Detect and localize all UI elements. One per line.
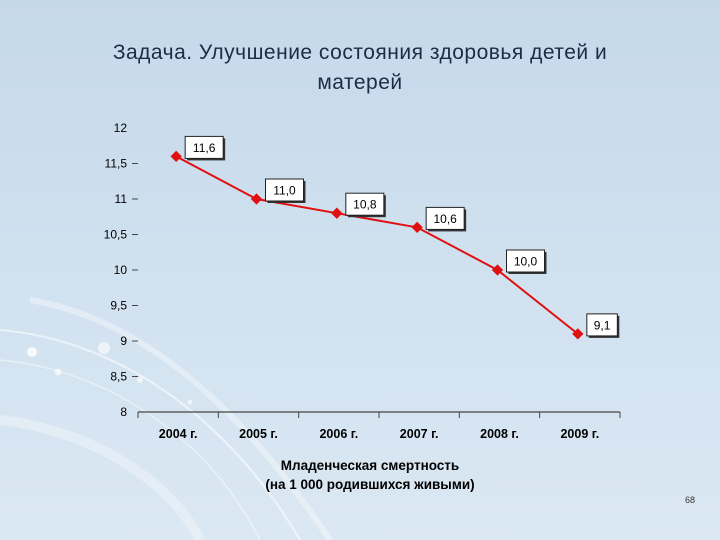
series-line	[175, 155, 579, 335]
data-point	[572, 328, 584, 340]
data-label-box	[345, 192, 385, 216]
x-axis: 2004 г. 2005 г. 2006 г. 2007 г. 2008 г. 2009 …	[137, 411, 621, 441]
data-point	[170, 150, 182, 163]
data-label: 10,0	[514, 255, 538, 269]
x-tick-label: 2009 г.	[560, 427, 599, 441]
page-number: 68	[684, 495, 695, 505]
data-label: 11,6	[193, 141, 216, 155]
data-point	[250, 193, 263, 205]
data-label: 9,1	[594, 318, 611, 332]
slide-title-line2: матерей	[317, 71, 403, 94]
slide-title: Задача. Улучшение состояния здоровья дет…	[60, 38, 660, 98]
x-axis-title: Младенческая смертность (на 1 000 родивш…	[200, 456, 540, 494]
y-tick-label: 8,5	[110, 370, 127, 384]
data-label: 11,0	[273, 184, 296, 198]
data-label: 10,8	[353, 198, 377, 212]
y-tick-label: 12	[114, 121, 128, 135]
data-point	[331, 207, 343, 219]
data-labels: 11,6 11,0 10,8 10,6 10,0 9,1	[184, 135, 620, 338]
data-label-box	[265, 178, 304, 202]
x-axis-title-line1: Младенческая смертность	[280, 458, 460, 473]
data-label-box	[586, 313, 618, 337]
data-label-box	[506, 249, 545, 273]
y-axis: 8 8,5 9 9,5 10 10,5 11 11,5 12	[104, 121, 138, 419]
slide-title-line1: Задача. Улучшение состояния здоровья дет…	[112, 41, 608, 64]
data-label-box	[184, 135, 224, 159]
x-tick-label: 2004 г.	[159, 427, 198, 441]
y-tick-label: 9,5	[110, 299, 127, 313]
y-tick-label: 9	[120, 334, 127, 348]
x-tick-label: 2006 г.	[319, 427, 358, 441]
data-label: 10,6	[433, 212, 457, 226]
x-tick-label: 2008 г.	[480, 427, 519, 441]
data-point	[491, 264, 504, 276]
x-tick-label: 2005 г.	[239, 427, 278, 441]
y-tick-label: 10	[114, 263, 128, 277]
y-tick-label: 11,5	[105, 157, 128, 171]
y-tick-label: 10,5	[104, 228, 128, 242]
x-tick-label: 2007 г.	[400, 427, 439, 441]
data-label-box	[425, 206, 465, 230]
data-point	[411, 221, 423, 234]
x-axis-title-line2: (на 1 000 родившихся живыми)	[265, 477, 475, 492]
y-tick-label: 11	[115, 192, 128, 206]
y-tick-label: 8	[120, 405, 127, 419]
series-infant-mortality	[170, 150, 584, 340]
